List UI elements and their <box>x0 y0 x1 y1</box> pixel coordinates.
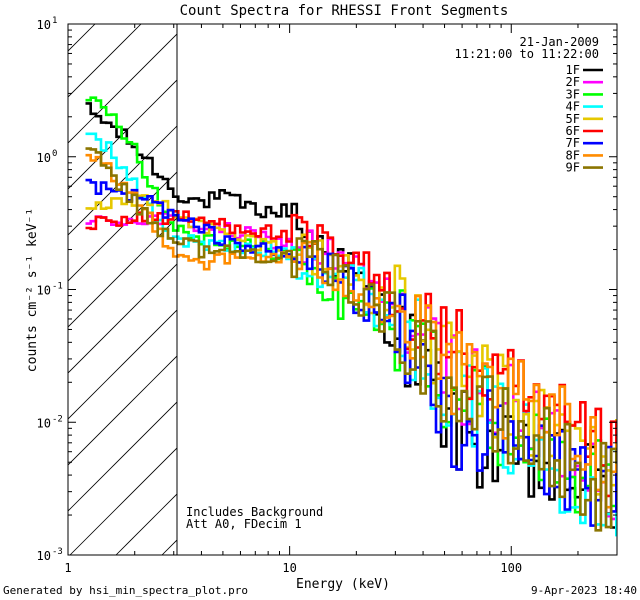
y-tick-exponent: -1 <box>52 282 63 292</box>
hatch-line <box>68 171 177 282</box>
x-tick-label: 10 <box>282 561 296 575</box>
y-tick-exponent: 1 <box>52 16 57 26</box>
series-line-1F <box>85 102 617 529</box>
y-tick-label: 10 <box>37 549 51 563</box>
legend-label-7F: 7F <box>566 136 580 150</box>
y-tick-label: 10 <box>37 18 51 32</box>
series-line-5F <box>85 194 617 496</box>
series-line-8F <box>85 153 617 509</box>
hatch-line <box>68 125 177 236</box>
series-line-4F <box>85 132 617 537</box>
y-tick-label: 10 <box>37 151 51 165</box>
hatch-line <box>68 24 142 98</box>
series-line-2F <box>85 212 617 521</box>
series-line-3F <box>85 96 617 514</box>
footer-timestamp: 9-Apr-2023 18:40 <box>531 584 637 597</box>
hatch-line <box>68 355 177 466</box>
annotation-attenuator: Att A0, FDecim 1 <box>186 517 302 531</box>
date-label: 21-Jan-2009 <box>520 35 599 49</box>
y-tick-label: 10 <box>37 416 51 430</box>
legend-label-4F: 4F <box>566 100 580 114</box>
series-line-6F <box>85 210 617 498</box>
x-tick-label: 100 <box>500 561 522 575</box>
x-tick-label: 1 <box>64 561 71 575</box>
legend-label-9F: 9F <box>566 161 580 175</box>
legend-label-2F: 2F <box>566 75 580 89</box>
series-line-9F <box>85 147 617 532</box>
y-tick-exponent: -2 <box>52 414 63 424</box>
y-axis-label: counts cm⁻² s⁻¹ keV⁻¹ <box>25 208 40 372</box>
time-range-label: 11:21:00 to 11:22:00 <box>455 47 600 61</box>
x-ticks: 1 10 100 <box>64 24 618 575</box>
legend-label-1F: 1F <box>566 63 580 77</box>
chart-title: Count Spectra for RHESSI Front Segments <box>180 3 509 19</box>
legend-label-6F: 6F <box>566 124 580 138</box>
legend-label-3F: 3F <box>566 87 580 101</box>
hatch-line <box>68 309 177 420</box>
x-axis-label: Energy (keV) <box>296 577 390 592</box>
y-tick-label: 10 <box>37 284 51 298</box>
hatch-line <box>68 79 177 190</box>
legend-label-5F: 5F <box>566 112 580 126</box>
hatch-line <box>68 217 177 328</box>
y-tick-exponent: 0 <box>52 149 57 159</box>
series-group <box>85 96 617 537</box>
annotation-background: Includes Background <box>186 505 323 519</box>
y-tick-exponent: -3 <box>52 547 63 557</box>
legend-label-8F: 8F <box>566 148 580 162</box>
hatch-line <box>68 401 177 512</box>
footer-generated-by: Generated by hsi_min_spectra_plot.pro <box>3 584 248 597</box>
hatched-region <box>68 24 177 555</box>
